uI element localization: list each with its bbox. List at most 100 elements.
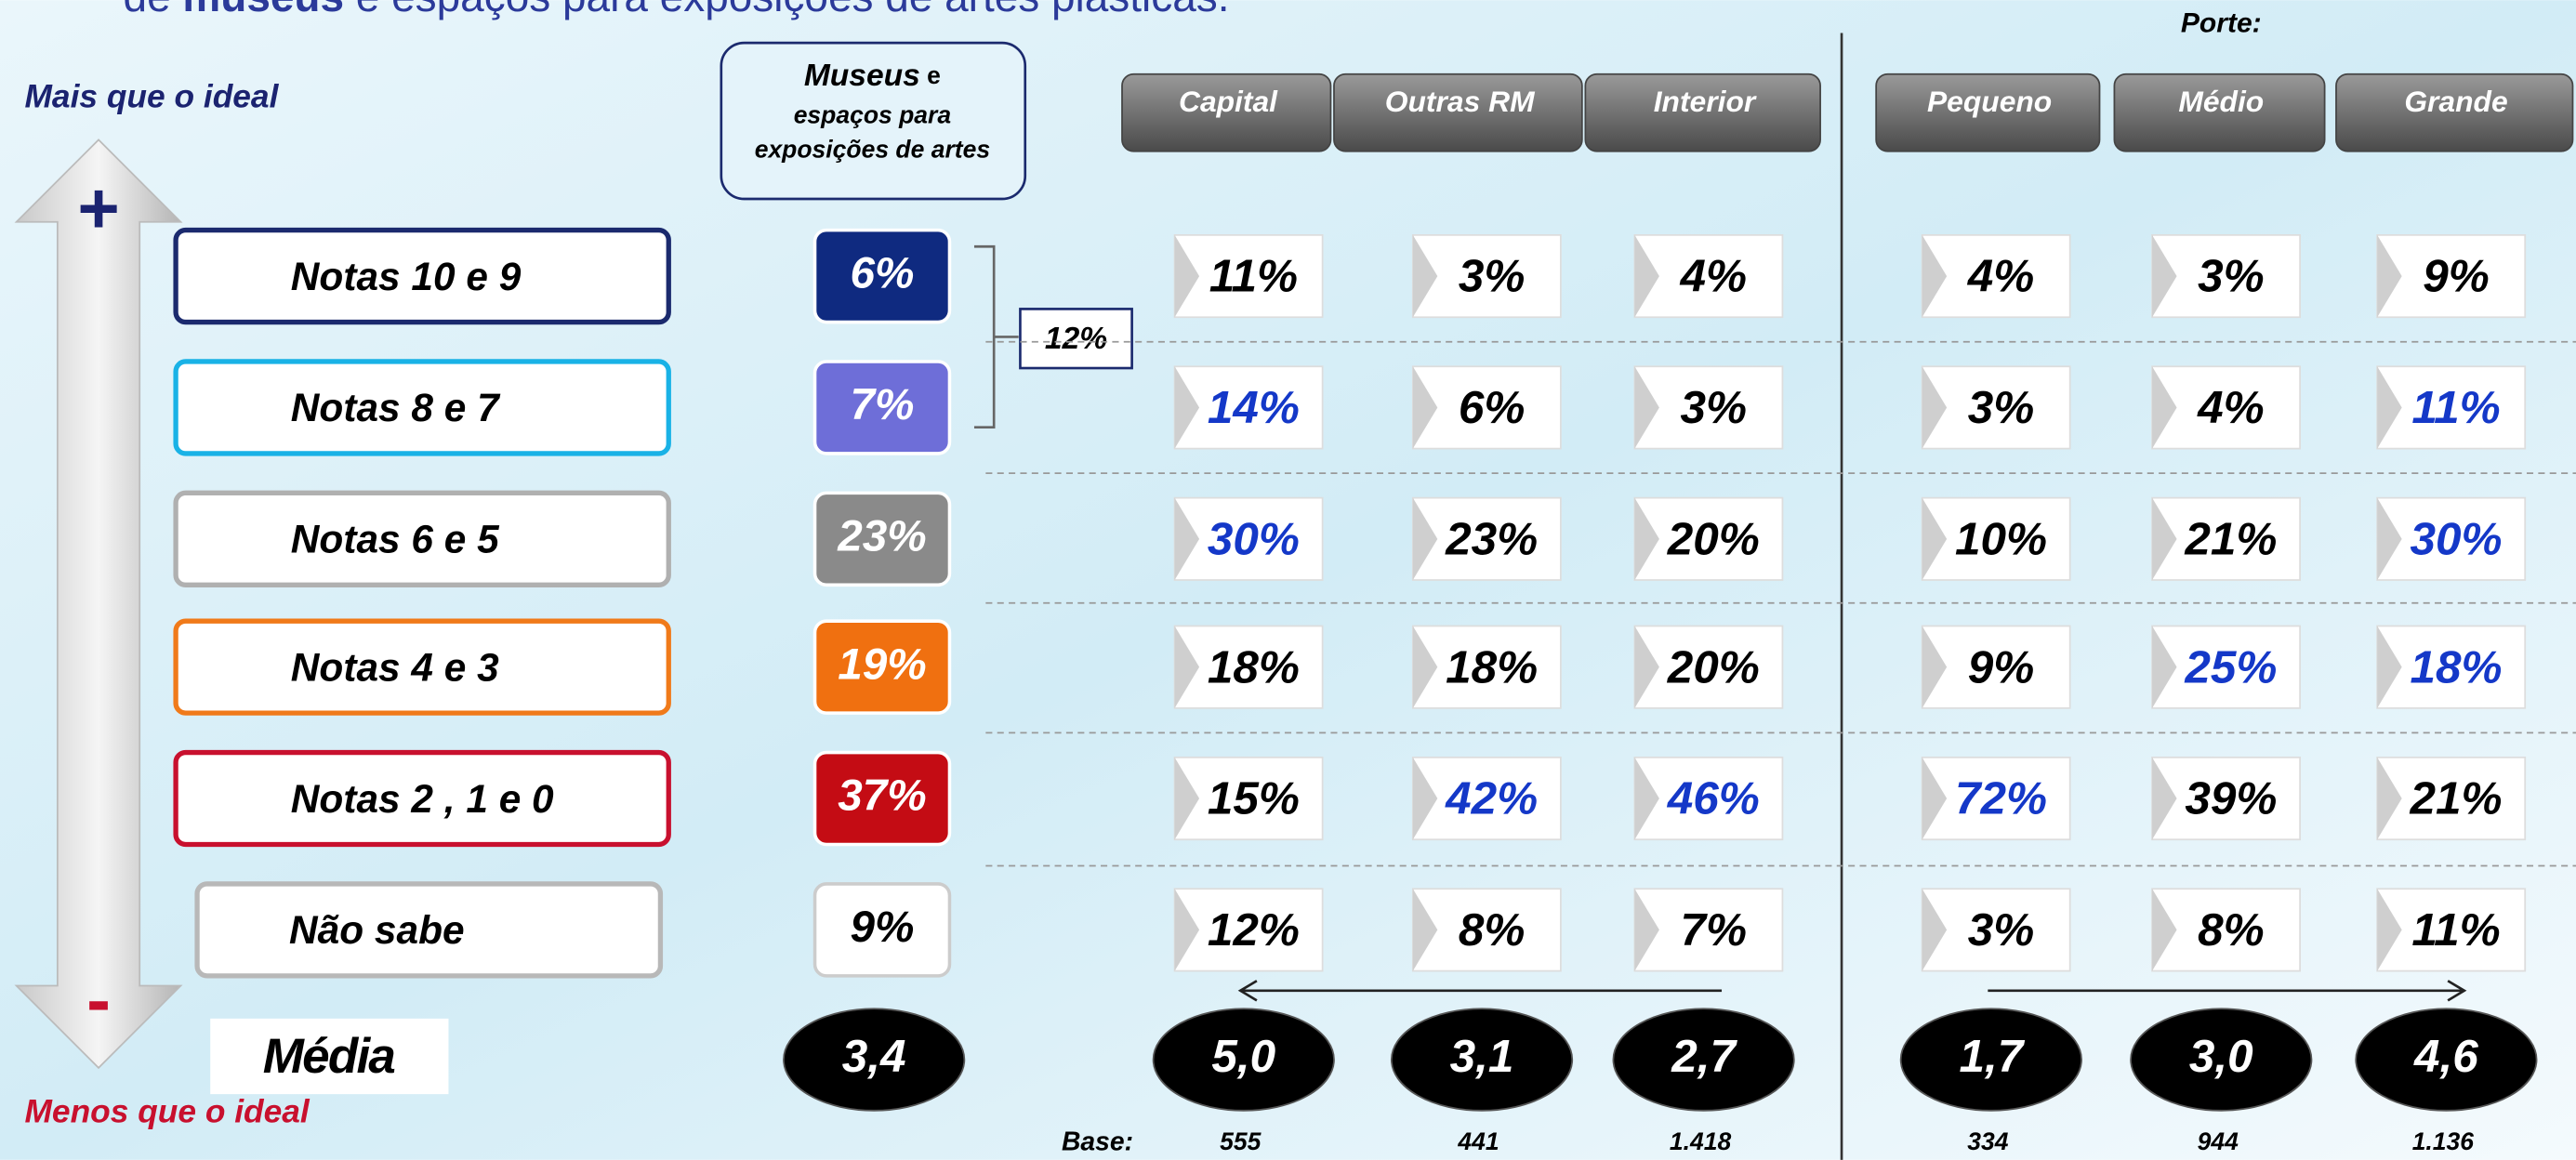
media-label: Média [263,1029,395,1084]
column-header: Pequeno [1927,85,2052,118]
row-label-box [173,227,671,325]
cell-shade [1922,757,1948,840]
cell-value: 21% [2184,513,2277,564]
cell-shade [2152,757,2177,840]
cell-shade [1174,497,1200,580]
cell-shade [2377,626,2402,708]
base-value: 334 [1967,1127,2008,1155]
total-box [812,882,952,978]
scale-arrow [14,138,183,1070]
base-value: 1.136 [2412,1127,2475,1155]
row-label: Notas 2 , 1 e 0 [291,777,554,821]
media-value: 1,7 [1959,1031,2025,1082]
cell-shade [2152,626,2177,708]
cell-value: 30% [1208,513,1300,564]
cell-shade [1412,497,1438,580]
cell-value: 15% [1208,773,1300,824]
museus-header-line3: exposições de artes [755,136,990,164]
column-tab [2335,72,2574,152]
row-label: Notas 10 e 9 [291,255,522,298]
museus-header-line2: espaços para [794,101,951,129]
base-label: Base: [1062,1127,1133,1156]
museus-bold: Museus [804,59,920,93]
cell-shade [1174,889,1200,971]
subtitle-text: e espaços para exposições de artes plást… [344,0,1229,20]
total-value: 37% [838,771,926,821]
cell-value: 8% [1459,904,1526,956]
cell-shade [1634,889,1659,971]
minus-sign: - [86,960,111,1040]
row-label: Notas 6 e 5 [291,518,500,561]
total-value: 6% [851,249,915,298]
cell-shade [2377,889,2402,971]
cell-shade [1634,497,1659,580]
cell-value: 4% [1967,251,2035,302]
subtitle-bold: museus [182,0,344,20]
cell-value: 9% [2423,251,2489,302]
cell-shade [2152,366,2177,449]
row-label-box [173,618,671,716]
porte-label: Porte: [2181,8,2262,39]
column-header: Médio [2178,85,2264,118]
row-label-box [173,359,671,456]
media-ellipse [2355,1008,2538,1112]
total-box [812,228,952,324]
cell-shade [1412,889,1438,971]
cell-shade [1922,889,1948,971]
cell-value: 21% [2409,773,2502,824]
cell-shade [2377,234,2402,318]
cell-shade [1634,626,1659,708]
cell-box [1411,625,1562,709]
trend-arrow-head [1237,980,1258,1002]
cell-shade [1174,757,1200,840]
cell-shade [1412,234,1438,318]
cell-value: 4% [2197,382,2265,433]
media-value: 2,7 [1671,1031,1737,1082]
cell-value: 3% [1968,382,2034,433]
cell-value: 23% [1445,513,1538,564]
cell-value: 8% [2198,904,2264,956]
subtitle: de museus e espaços para exposições de a… [124,0,1230,20]
scale-bottom: Menos que o ideal [25,1094,310,1130]
total-value: 9% [851,903,915,952]
cell-shade [1174,626,1200,708]
cell-value: 30% [2410,513,2502,564]
media-ellipse [1899,1008,2082,1112]
cell-value: 14% [1208,382,1300,433]
cell-shade [2377,366,2402,449]
cell-box [2151,756,2301,841]
cell-box [1173,625,1324,709]
cell-value: 20% [1667,641,1760,692]
cell-shade [2152,889,2177,971]
cell-value: 4% [1679,251,1747,302]
base-value: 1.418 [1670,1127,1732,1155]
media-value: 3,0 [2189,1031,2253,1082]
bracket [973,244,1019,428]
row-label-box [194,881,664,979]
cell-value: 6% [1459,382,1526,433]
subtitle-text: de [124,0,183,20]
cell-value: 18% [1208,641,1300,692]
cell-shade [2377,497,2402,580]
media-ellipse [1152,1008,1335,1112]
museus-header-line1: Museus e [804,59,941,93]
media-value: 5,0 [1211,1031,1275,1082]
cell-shade [2152,234,2177,318]
cell-shade [1922,497,1948,580]
column-tab [2113,72,2326,152]
cell-shade [2152,497,2177,580]
media-ellipse [783,1008,966,1112]
cell-value: 72% [1955,773,2047,824]
media-ellipse [1390,1008,1574,1112]
cell-shade [1412,366,1438,449]
column-header: Grande [2404,85,2507,118]
column-header: Outras RM [1385,85,1536,118]
media-value: 3,1 [1450,1031,1514,1082]
total-box [812,750,952,847]
cell-value: 11% [2411,382,2500,433]
media-ellipse [1612,1008,1795,1112]
cell-shade [1922,234,1948,318]
cell-box [1633,625,1784,709]
